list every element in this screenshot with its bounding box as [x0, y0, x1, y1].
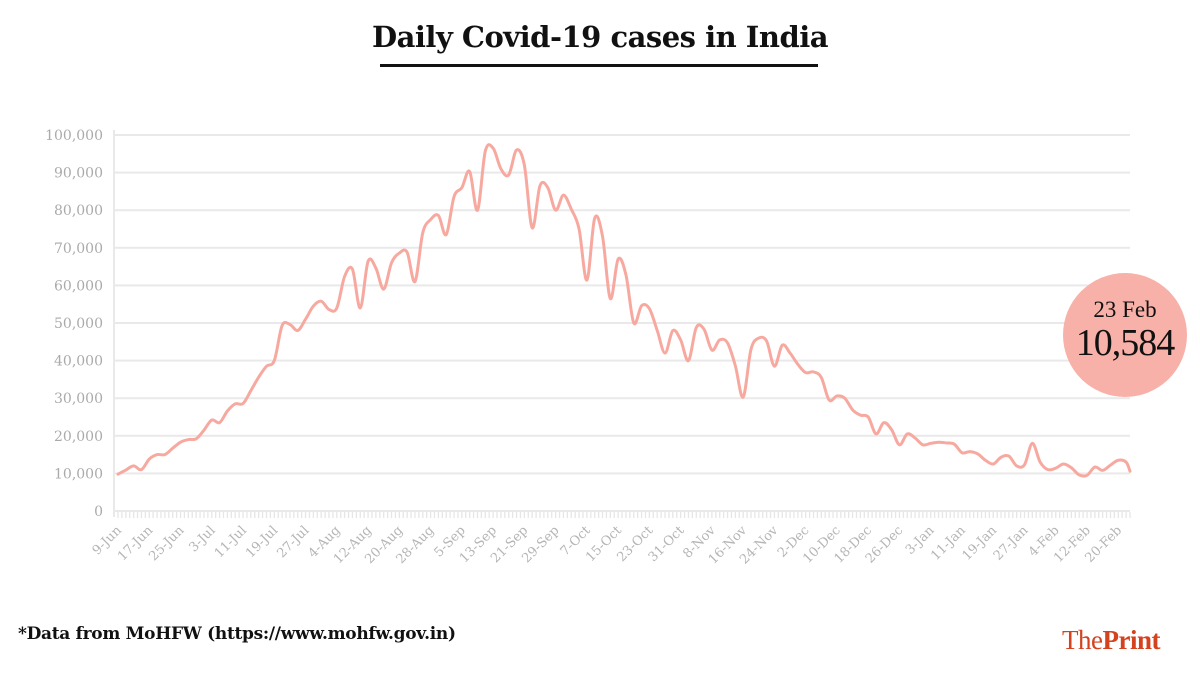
y-tick-label: 100,000 [45, 128, 103, 144]
callout-value: 10,584 [1075, 322, 1176, 364]
callout-date: 23 Feb [1093, 297, 1157, 322]
theprint-logo: ThePrint [1062, 625, 1160, 656]
x-axis-day-ticks [117, 512, 1131, 518]
y-tick-label: 10,000 [54, 466, 103, 482]
title-underline [380, 64, 818, 67]
series-line-daily-cases [116, 143, 1132, 478]
latest-value-callout: 23 Feb 10,584 [1063, 273, 1187, 397]
y-tick-label: 20,000 [54, 429, 103, 445]
gridlines [113, 130, 1130, 517]
x-tick-label: 27-Jul [274, 523, 312, 561]
x-tick-label: 27-Jan [991, 523, 1032, 564]
y-tick-label: 60,000 [54, 278, 103, 294]
y-tick-label: 40,000 [54, 354, 103, 370]
y-tick-label: 90,000 [54, 166, 103, 182]
y-tick-label: 50,000 [54, 316, 103, 332]
y-tick-label: 0 [94, 504, 103, 520]
y-axis-labels: 0 10,000 20,000 30,000 40,000 50,000 60,000 70,… [45, 128, 103, 520]
data-points [117, 147, 1132, 477]
x-tick-label: 31-Oct [646, 523, 688, 565]
data-source-note: *Data from MoHFW (https://www.mohfw.gov.… [18, 624, 456, 644]
logo-print: Print [1102, 625, 1160, 655]
y-tick-label: 80,000 [54, 203, 103, 219]
x-tick-label: 19-Jul [243, 523, 281, 561]
y-tick-label: 30,000 [54, 391, 103, 407]
x-tick-label: 25-Jun [146, 523, 187, 564]
chart-title: Daily Covid-19 cases in India [371, 20, 829, 54]
x-tick-label: 11-Jul [212, 523, 250, 561]
logo-the: The [1062, 625, 1103, 655]
y-tick-label: 70,000 [54, 241, 103, 257]
